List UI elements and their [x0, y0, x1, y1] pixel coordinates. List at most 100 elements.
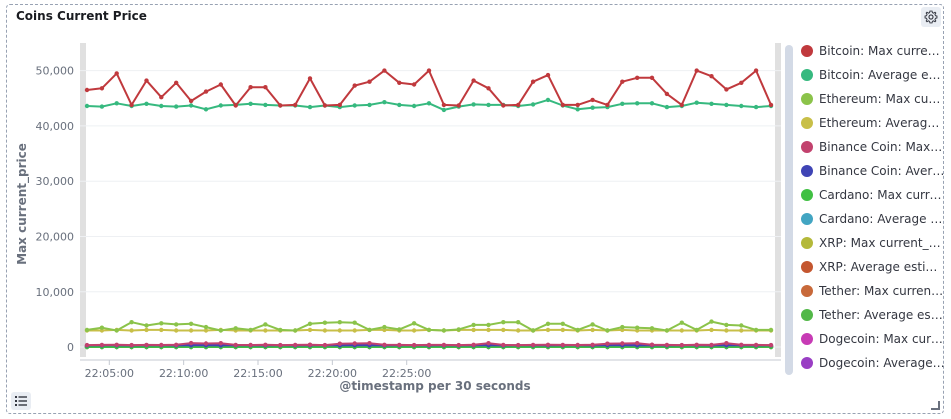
data-point [694, 327, 699, 333]
data-point [486, 327, 491, 333]
data-point [620, 324, 625, 330]
data-point [590, 322, 595, 327]
data-point [352, 320, 357, 325]
data-point [709, 101, 714, 107]
data-point [293, 328, 298, 333]
legend-label: Ethereum: Max curr... [819, 92, 945, 106]
data-point [516, 342, 521, 348]
legend-item[interactable]: XRP: Max current_p... [801, 234, 951, 252]
data-point [263, 102, 268, 108]
legend-item[interactable]: Ethereum: Average ... [801, 114, 951, 132]
data-point [397, 327, 402, 332]
data-point [679, 102, 684, 108]
legend-label: Binance Coin: Avera... [819, 164, 945, 178]
data-point [694, 100, 699, 105]
data-point [545, 97, 551, 103]
data-point [352, 328, 357, 333]
y-tick-label: 10,000 [36, 286, 75, 299]
y-tick-label: 0 [67, 341, 74, 354]
x-tick-label: 22:20:00 [308, 367, 357, 380]
legend-color-dot [801, 333, 813, 345]
legend-color-dot [801, 357, 813, 369]
data-point [174, 342, 179, 347]
data-point [293, 342, 298, 348]
data-point [188, 103, 194, 108]
legend-item[interactable]: Bitcoin: Average est... [801, 66, 951, 84]
data-point [397, 342, 402, 348]
legend-label: Tether: Average esti... [819, 308, 945, 322]
legend-item[interactable]: Tether: Average esti... [801, 306, 951, 324]
legend-label: Bitcoin: Max current... [819, 44, 945, 58]
data-point [709, 319, 714, 324]
data-point [426, 342, 432, 348]
data-point [739, 328, 744, 333]
legend-item[interactable]: Bitcoin: Max current... [801, 42, 951, 60]
data-point [411, 103, 417, 109]
legend-label: Bitcoin: Average est... [819, 68, 945, 82]
data-point [263, 322, 268, 327]
data-point [501, 103, 506, 108]
x-tick-label: 22:15:00 [233, 367, 282, 380]
legend-color-dot [801, 189, 813, 201]
legend-item[interactable]: Binance Coin: Avera... [801, 162, 951, 180]
data-point [84, 327, 90, 333]
data-point [84, 103, 90, 109]
data-point [530, 328, 536, 333]
data-point [635, 341, 640, 346]
legend-item[interactable]: Dogecoin: Max curr... [801, 330, 951, 348]
data-point [99, 325, 105, 330]
data-point [486, 86, 491, 91]
data-point [739, 323, 744, 328]
legend-label: Cardano: Max curre... [819, 188, 945, 202]
data-point [620, 79, 625, 84]
data-point [278, 327, 283, 333]
legend-toggle-button[interactable] [11, 392, 31, 410]
data-point [307, 104, 313, 110]
data-point [441, 342, 447, 348]
legend-item[interactable]: XRP: Average estim... [801, 258, 951, 276]
chart-legend: Bitcoin: Max current... Bitcoin: Average … [785, 41, 950, 381]
legend-color-dot [801, 141, 813, 153]
line-chart: 0 10,000 20,000 30,000 40,000 50,000 22:05:00 2… [15, 43, 781, 393]
legend-color-dot [801, 237, 813, 249]
data-point [664, 328, 670, 333]
legend-label: XRP: Max current_p... [819, 236, 945, 250]
legend-item[interactable]: Dogecoin: Average ... [801, 354, 951, 372]
data-point [768, 342, 774, 348]
data-point [263, 328, 268, 333]
data-point [233, 342, 238, 348]
data-point [664, 91, 670, 97]
panel-settings-button[interactable] [921, 7, 941, 27]
data-point [501, 342, 506, 348]
legend-item[interactable]: Cardano: Max curre... [801, 186, 951, 204]
data-point [560, 342, 565, 348]
data-point [99, 104, 105, 109]
data-point [456, 327, 461, 332]
legend-item[interactable]: Ethereum: Max curr... [801, 90, 951, 108]
data-point [203, 89, 209, 94]
data-point [516, 320, 521, 325]
data-point [649, 342, 655, 347]
legend-item[interactable]: Tether: Max current... [801, 282, 951, 300]
data-point [322, 320, 328, 325]
panel-title: Coins Current Price [16, 9, 147, 23]
data-point [114, 71, 119, 76]
data-point [590, 327, 595, 333]
data-point [203, 341, 209, 346]
data-point [768, 102, 774, 108]
data-point [590, 97, 595, 103]
data-point [724, 322, 729, 328]
data-point [486, 341, 491, 346]
data-point [174, 328, 179, 333]
legend-color-dot [801, 69, 813, 81]
data-point [426, 101, 432, 106]
legend-item[interactable]: Cardano: Average e... [801, 210, 951, 228]
data-point [753, 342, 759, 348]
data-point [129, 328, 134, 333]
resize-handle[interactable] [931, 401, 940, 410]
legend-label: Dogecoin: Max curr... [819, 332, 945, 346]
legend-item[interactable]: Binance Coin: Max c... [801, 138, 951, 156]
x-axis-title: @timestamp per 30 seconds [339, 379, 530, 393]
legend-scrollbar[interactable] [785, 45, 793, 375]
data-point [471, 78, 476, 83]
